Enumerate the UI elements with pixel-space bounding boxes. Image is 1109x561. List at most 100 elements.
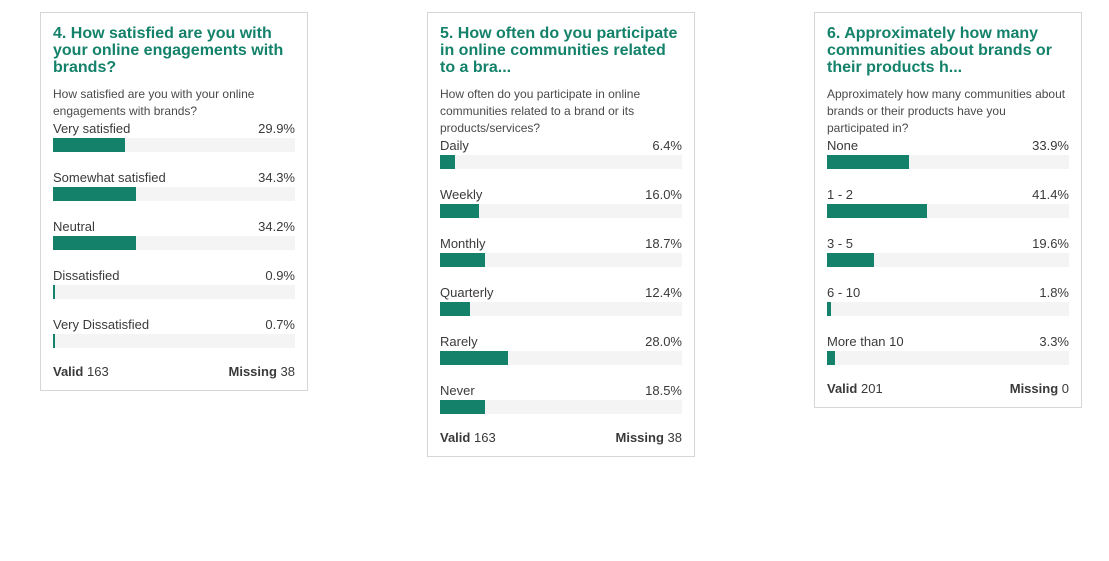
bar-row: None 33.9% (827, 137, 1069, 186)
bar-track (53, 334, 295, 348)
bar-row: Quarterly 12.4% (440, 284, 682, 333)
bar-row: 6 - 10 1.8% (827, 284, 1069, 333)
bar (53, 285, 56, 299)
bar-row-header: Rarely 28.0% (440, 333, 682, 350)
bar-row-header: 3 - 5 19.6% (827, 235, 1069, 252)
value-label: 0.7% (265, 317, 295, 332)
category-label: Very Dissatisfied (53, 317, 150, 332)
bar-row: Weekly 16.0% (440, 186, 682, 235)
card-title: 5. How often do you participate in onlin… (440, 25, 678, 76)
bar-track (827, 155, 1069, 169)
card-title: 6. Approximately how many communities ab… (827, 25, 1052, 76)
valid-label: Valid (53, 364, 84, 379)
bar (53, 138, 126, 152)
bar (440, 351, 508, 365)
value-label: 28.0% (645, 334, 682, 349)
missing-value: 0 (1061, 381, 1069, 396)
question-card-4: 4. How satisfied are you with your onlin… (40, 12, 308, 391)
valid-count: Valid 163 (53, 363, 109, 380)
card-subtitle: Approximately how many communities about… (827, 87, 1066, 135)
bar-row: Never 18.5% (440, 382, 682, 431)
value-label: 12.4% (645, 285, 682, 300)
valid-label: Valid (827, 381, 858, 396)
bar-row-header: Somewhat satisfied 34.3% (53, 169, 295, 186)
bar-row: Very satisfied 29.9% (53, 120, 295, 169)
bar-track (440, 351, 682, 365)
value-label: 18.7% (645, 236, 682, 251)
bar-track (53, 236, 295, 250)
valid-count: Valid 201 (827, 380, 883, 397)
category-label: Weekly (440, 187, 483, 202)
bar-rows: Very satisfied 29.9% Somewhat satisfied 34.… (53, 120, 295, 365)
bar-row-header: Daily 6.4% (440, 137, 682, 154)
value-label: 18.5% (645, 383, 682, 398)
bar (827, 155, 910, 169)
category-label: 1 - 2 (827, 187, 854, 202)
missing-value: 38 (280, 364, 295, 379)
bar (440, 155, 456, 169)
bar (827, 351, 835, 365)
bar-track (827, 351, 1069, 365)
question-card-6: 6. Approximately how many communities ab… (814, 12, 1082, 408)
value-label: 34.2% (258, 219, 295, 234)
category-label: 6 - 10 (827, 285, 861, 300)
bar-row-header: Very Dissatisfied 0.7% (53, 316, 295, 333)
bar-row-header: Weekly 16.0% (440, 186, 682, 203)
missing-count: Missing 0 (1010, 380, 1069, 397)
bar-row-header: More than 10 3.3% (827, 333, 1069, 350)
bar-rows: Daily 6.4% Weekly 16.0% Monthly 18.7% Quarterl… (440, 137, 682, 431)
card-title: 4. How satisfied are you with your onlin… (53, 25, 284, 76)
bar-row: Rarely 28.0% (440, 333, 682, 382)
bar-row: Neutral 34.2% (53, 218, 295, 267)
bar (53, 236, 136, 250)
missing-count: Missing 38 (616, 429, 683, 446)
bar-track (440, 400, 682, 414)
bar-track (827, 204, 1069, 218)
bar (440, 253, 486, 267)
value-label: 16.0% (645, 187, 682, 202)
valid-value: 163 (86, 364, 109, 379)
category-label: 3 - 5 (827, 236, 854, 251)
bar (827, 302, 832, 316)
bar-row: Dissatisfied 0.9% (53, 267, 295, 316)
bar-row-header: Dissatisfied 0.9% (53, 267, 295, 284)
value-label: 29.9% (258, 121, 295, 136)
value-label: 33.9% (1032, 138, 1069, 153)
bar-track (53, 285, 295, 299)
value-label: 3.3% (1039, 334, 1069, 349)
value-label: 41.4% (1032, 187, 1069, 202)
question-card-5: 5. How often do you participate in onlin… (427, 12, 695, 457)
bar (827, 204, 928, 218)
category-label: None (827, 138, 859, 153)
bar-track (53, 187, 295, 201)
category-label: Monthly (440, 236, 486, 251)
bar-row: Very Dissatisfied 0.7% (53, 316, 295, 365)
value-label: 0.9% (265, 268, 295, 283)
valid-count: Valid 163 (440, 429, 496, 446)
bar-track (440, 253, 682, 267)
valid-label: Valid (440, 430, 471, 445)
category-label: Dissatisfied (53, 268, 120, 283)
bar-row: Daily 6.4% (440, 137, 682, 186)
missing-label: Missing (1009, 381, 1059, 396)
missing-value: 38 (667, 430, 682, 445)
card-footer: Valid 201 Missing 0 (827, 380, 1069, 397)
value-label: 1.8% (1039, 285, 1069, 300)
bar-row: 1 - 2 41.4% (827, 186, 1069, 235)
bar-track (440, 302, 682, 316)
category-label: Daily (440, 138, 469, 153)
card-subtitle: How satisfied are you with your online e… (53, 87, 255, 118)
category-label: Rarely (440, 334, 478, 349)
bar-row-header: Never 18.5% (440, 382, 682, 399)
bar-row-header: 6 - 10 1.8% (827, 284, 1069, 301)
value-label: 6.4% (652, 138, 682, 153)
bar-row-header: Very satisfied 29.9% (53, 120, 295, 137)
card-footer: Valid 163 Missing 38 (440, 429, 682, 446)
missing-label: Missing (615, 430, 664, 445)
bar-track (440, 204, 682, 218)
value-label: 34.3% (258, 170, 295, 185)
bar (827, 253, 875, 267)
bar (53, 334, 55, 348)
value-label: 19.6% (1032, 236, 1069, 251)
category-label: Neutral (53, 219, 95, 234)
